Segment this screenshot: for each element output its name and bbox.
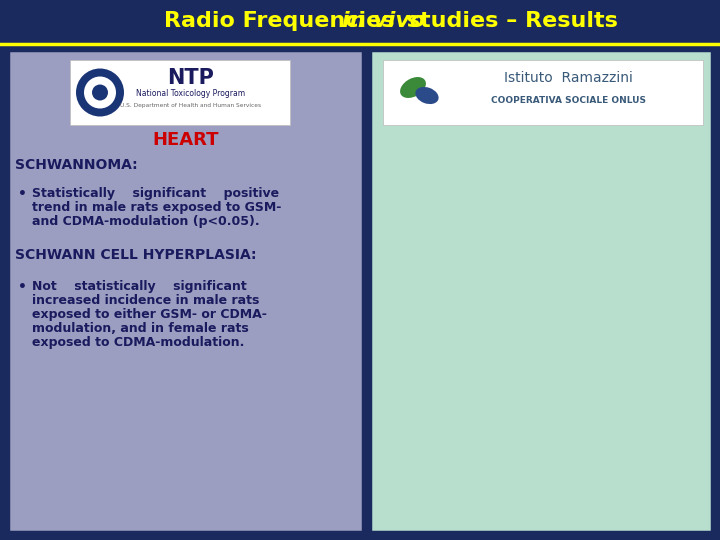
FancyBboxPatch shape [8, 50, 363, 532]
Text: Statistically    significant    positive: Statistically significant positive [32, 187, 279, 200]
Text: trend in male rats exposed to GSM-: trend in male rats exposed to GSM- [32, 201, 282, 214]
Text: exposed to CDMA-modulation.: exposed to CDMA-modulation. [32, 336, 244, 349]
Text: SCHWANN CELL HYPERPLASIA:: SCHWANN CELL HYPERPLASIA: [15, 248, 256, 262]
Text: increased incidence in male rats: increased incidence in male rats [32, 294, 259, 307]
Text: NTP: NTP [168, 68, 215, 88]
FancyBboxPatch shape [370, 50, 712, 532]
Circle shape [84, 77, 116, 109]
Text: studies – Results: studies – Results [399, 11, 618, 31]
Ellipse shape [415, 87, 438, 104]
Text: and CDMA-modulation (p<0.05).: and CDMA-modulation (p<0.05). [32, 215, 260, 228]
Text: SCHWANNOMA:: SCHWANNOMA: [15, 158, 138, 172]
Text: •: • [18, 187, 27, 201]
Text: Istituto  Ramazzini: Istituto Ramazzini [504, 71, 633, 85]
Circle shape [92, 84, 108, 100]
Text: COOPERATIVA SOCIALE ONLUS: COOPERATIVA SOCIALE ONLUS [491, 96, 646, 105]
Text: Radio Frequencies: Radio Frequencies [164, 11, 402, 31]
FancyBboxPatch shape [70, 60, 290, 125]
FancyBboxPatch shape [383, 60, 703, 125]
Text: in vivo: in vivo [342, 11, 425, 31]
Text: Not    statistically    significant: Not statistically significant [32, 280, 247, 293]
Text: U.S. Department of Health and Human Services: U.S. Department of Health and Human Serv… [120, 103, 261, 108]
Text: HEART: HEART [153, 131, 220, 149]
Ellipse shape [400, 77, 426, 98]
Text: National Toxicology Program: National Toxicology Program [136, 89, 246, 98]
Text: exposed to either GSM- or CDMA-: exposed to either GSM- or CDMA- [32, 308, 267, 321]
Circle shape [76, 69, 124, 117]
Text: modulation, and in female rats: modulation, and in female rats [32, 322, 248, 335]
Text: •: • [18, 280, 27, 294]
